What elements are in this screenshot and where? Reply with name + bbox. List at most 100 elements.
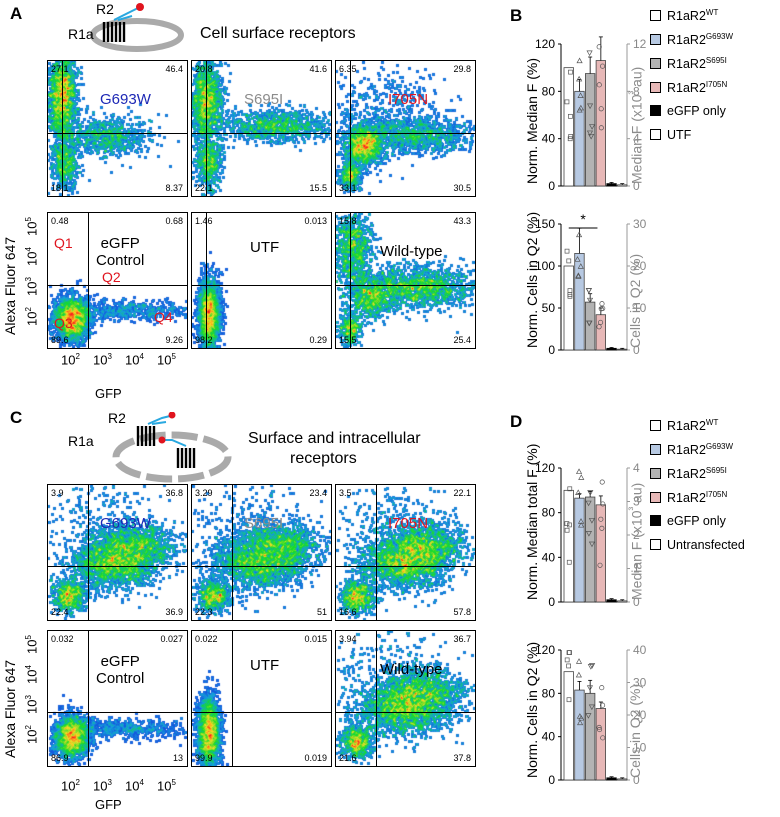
legend-swatch	[650, 539, 661, 550]
data-point	[578, 521, 585, 528]
gate-vertical-line[interactable]	[61, 61, 63, 196]
panel-a-title: Cell surface receptors	[200, 25, 356, 42]
data-point	[596, 324, 602, 330]
gate-horizontal-line[interactable]	[192, 132, 331, 134]
x-tick-label: 103	[93, 352, 112, 368]
gate-vertical-line[interactable]	[349, 213, 351, 348]
gate-horizontal-line[interactable]	[48, 712, 187, 713]
density-scatter	[192, 213, 331, 348]
gate-horizontal-line[interactable]	[192, 712, 331, 713]
quadrant-q4-percent: 0.019	[304, 753, 327, 763]
y2-tick-label: 10	[633, 301, 647, 315]
gate-horizontal-line[interactable]	[48, 566, 187, 567]
legend-item: R1aR2I705N	[650, 80, 727, 95]
legend-swatch	[650, 420, 661, 432]
significance-star: *	[580, 212, 586, 227]
data-point	[586, 320, 593, 327]
quadrant-q1-percent: 15.8	[339, 216, 357, 226]
flow-plot-c-2: 3.29 23.4 22.3 51 S695I	[191, 484, 332, 621]
quadrant-q4-percent: 13	[172, 753, 183, 763]
data-point	[577, 719, 584, 726]
quadrant-q1-percent: 1.46	[195, 216, 213, 226]
gate-vertical-line[interactable]	[376, 485, 378, 620]
quadrant-q3-percent: 15.5	[339, 335, 357, 345]
quadrant-q4-percent: 30.5	[453, 183, 471, 193]
y-tick-label: 103	[24, 695, 40, 714]
data-point	[578, 714, 585, 721]
legend-swatch	[650, 515, 661, 526]
gate-vertical-line[interactable]	[88, 213, 90, 348]
y2-tick-label: 20	[633, 259, 647, 273]
quadrant-label-q3: Q3	[54, 315, 73, 331]
y-tick-label: 0	[548, 343, 555, 357]
legend-item: R1aR2WT	[650, 418, 718, 433]
legend-swatch	[650, 34, 661, 46]
cartoon-label-r2-a: R2	[96, 1, 114, 17]
quadrant-q3-percent: 22.4	[51, 607, 69, 617]
y-axis-label-a: Alexa Fluor 647	[2, 236, 18, 335]
data-point	[566, 258, 572, 264]
gate-horizontal-line[interactable]	[192, 566, 331, 567]
sample-label: UTF	[250, 239, 280, 256]
gate-vertical-line[interactable]	[205, 61, 207, 196]
flow-plot-c-3: 3.5 22.1 16.6 57.8 I705N	[335, 484, 476, 621]
gate-horizontal-line[interactable]	[48, 132, 187, 134]
gate-vertical-line[interactable]	[88, 485, 90, 620]
gate-horizontal-line[interactable]	[336, 284, 475, 286]
y2-tick-label: 2	[633, 528, 640, 542]
density-scatter	[48, 631, 187, 766]
legend-text: R1aR2	[667, 419, 706, 434]
quadrant-q4-percent: 51	[316, 607, 327, 617]
gate-vertical-line[interactable]	[349, 61, 351, 196]
data-point	[576, 57, 583, 64]
gate-vertical-line[interactable]	[205, 213, 207, 348]
quadrant-q1-percent: 3.9	[51, 488, 64, 498]
quadrant-q2-percent: 43.3	[453, 216, 471, 226]
data-point	[586, 297, 594, 304]
y-tick-label: 40	[542, 132, 556, 146]
quadrant-q1-percent: 3.94	[339, 634, 357, 644]
data-point	[588, 541, 596, 548]
quadrant-q2-percent: 22.1	[453, 488, 471, 498]
y-tick-label: 102	[24, 307, 40, 326]
legend-swatch	[650, 10, 661, 22]
bar-4	[595, 504, 606, 603]
quadrant-q4-percent: 25.4	[453, 335, 471, 345]
gate-horizontal-line[interactable]	[336, 566, 475, 567]
quadrant-q1-percent: 3.29	[195, 488, 213, 498]
gate-vertical-line[interactable]	[88, 631, 90, 766]
data-point	[598, 306, 604, 312]
gate-vertical-line[interactable]	[232, 631, 234, 766]
gate-vertical-line[interactable]	[232, 485, 234, 620]
panel-label-a: A	[10, 4, 23, 23]
x-tick-label: 105	[157, 352, 176, 368]
bar-y-axis-label: Norm. Median total F (%)	[524, 443, 540, 600]
quadrant-q1-percent: 3.5	[339, 488, 352, 498]
sample-label: eGFP Control	[96, 653, 145, 687]
data-point	[568, 113, 573, 119]
bar-5	[606, 347, 617, 351]
gate-horizontal-line[interactable]	[336, 712, 475, 713]
quadrant-q1-percent: 20.8	[195, 64, 213, 74]
gate-horizontal-line[interactable]	[336, 132, 475, 134]
gate-horizontal-line[interactable]	[192, 284, 331, 286]
data-point	[564, 527, 570, 533]
bar-chart-b-top: 0 40 80 120 0 4 8 12	[535, 36, 647, 193]
data-point	[598, 516, 604, 522]
legend-text: R1aR2	[667, 491, 706, 506]
data-point	[587, 490, 594, 496]
data-point	[575, 658, 583, 664]
data-point	[596, 727, 603, 733]
data-point	[600, 501, 606, 507]
y-tick-label: 80	[542, 686, 556, 700]
data-point	[596, 724, 602, 731]
data-point	[575, 671, 582, 678]
bar-3	[585, 73, 596, 187]
quadrant-q3-percent: 89.6	[51, 335, 69, 345]
quadrant-q1-percent: 0.022	[195, 634, 218, 644]
quadrant-q2-percent: 0.027	[160, 634, 183, 644]
flow-plot-a-1: 27.1 46.4 18.1 8.37 G693W	[47, 60, 188, 197]
gate-vertical-line[interactable]	[376, 631, 378, 766]
gate-horizontal-line[interactable]	[48, 284, 187, 286]
bar-5	[606, 599, 617, 603]
